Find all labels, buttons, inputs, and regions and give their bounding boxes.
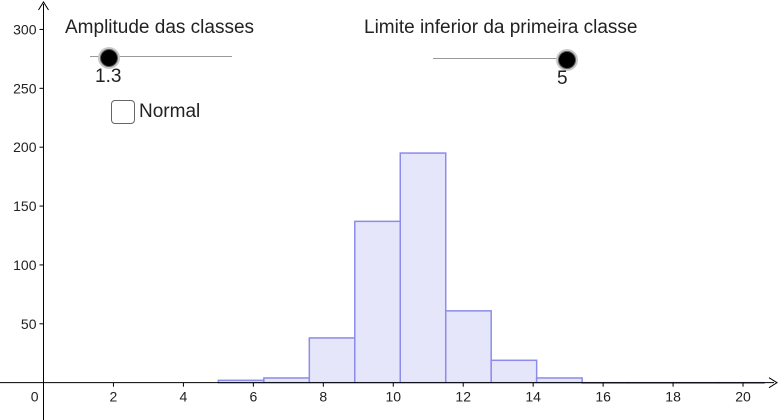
amplitude-slider-knob[interactable]	[99, 49, 118, 67]
x-tick-label: 0	[31, 389, 39, 405]
x-tick-label: 10	[385, 389, 401, 405]
x-tick-label: 12	[455, 389, 471, 405]
x-axis-arrow	[768, 377, 778, 389]
limite-slider-label: Limite inferior da primeira classe	[364, 17, 638, 38]
x-tick-label: 20	[735, 389, 751, 405]
y-tick-label: 300	[13, 21, 37, 37]
y-tick-label: 100	[13, 257, 37, 273]
histogram-bar-7	[490, 359, 538, 384]
limite-slider-knob[interactable]	[558, 51, 577, 69]
x-tick-label: 4	[180, 389, 188, 405]
histogram-bar-6	[444, 310, 492, 384]
normal-checkbox-row[interactable]: Normal	[111, 100, 200, 124]
tick-labels: 0 2 4 6 8 10 12 14 16 18 20 50 100 150 200 250 300	[13, 21, 751, 404]
histogram-bar-2	[263, 377, 311, 384]
amplitude-slider-value: 1.3	[95, 66, 122, 87]
amplitude-slider-track[interactable]	[90, 56, 232, 57]
histogram-bar-8	[535, 377, 583, 384]
histogram-bar-3	[308, 337, 356, 384]
limite-slider-track[interactable]	[433, 58, 575, 59]
normal-checkbox[interactable]	[111, 100, 135, 124]
x-tick-label: 2	[110, 389, 118, 405]
y-tick-label: 50	[21, 316, 37, 332]
amplitude-slider-label: Amplitude das classes	[65, 17, 255, 38]
normal-checkbox-label[interactable]: Normal	[139, 101, 201, 122]
y-tick-label: 150	[13, 198, 37, 214]
histogram-bars	[217, 152, 765, 384]
histogram-bar-4	[354, 220, 402, 384]
x-tick-label: 16	[595, 389, 611, 405]
histogram-bar-5	[399, 152, 447, 384]
y-tick-label: 250	[13, 80, 37, 96]
y-axis-arrow	[38, 1, 49, 11]
limite-slider-value: 5	[557, 68, 568, 89]
x-tick-label: 8	[319, 389, 327, 405]
x-tick-label: 14	[525, 389, 541, 405]
y-tick-label: 200	[13, 139, 37, 155]
amplitude-slider[interactable]	[90, 45, 232, 69]
limite-slider[interactable]	[433, 47, 577, 71]
x-tick-label: 18	[665, 389, 681, 405]
x-tick-label: 6	[249, 389, 257, 405]
